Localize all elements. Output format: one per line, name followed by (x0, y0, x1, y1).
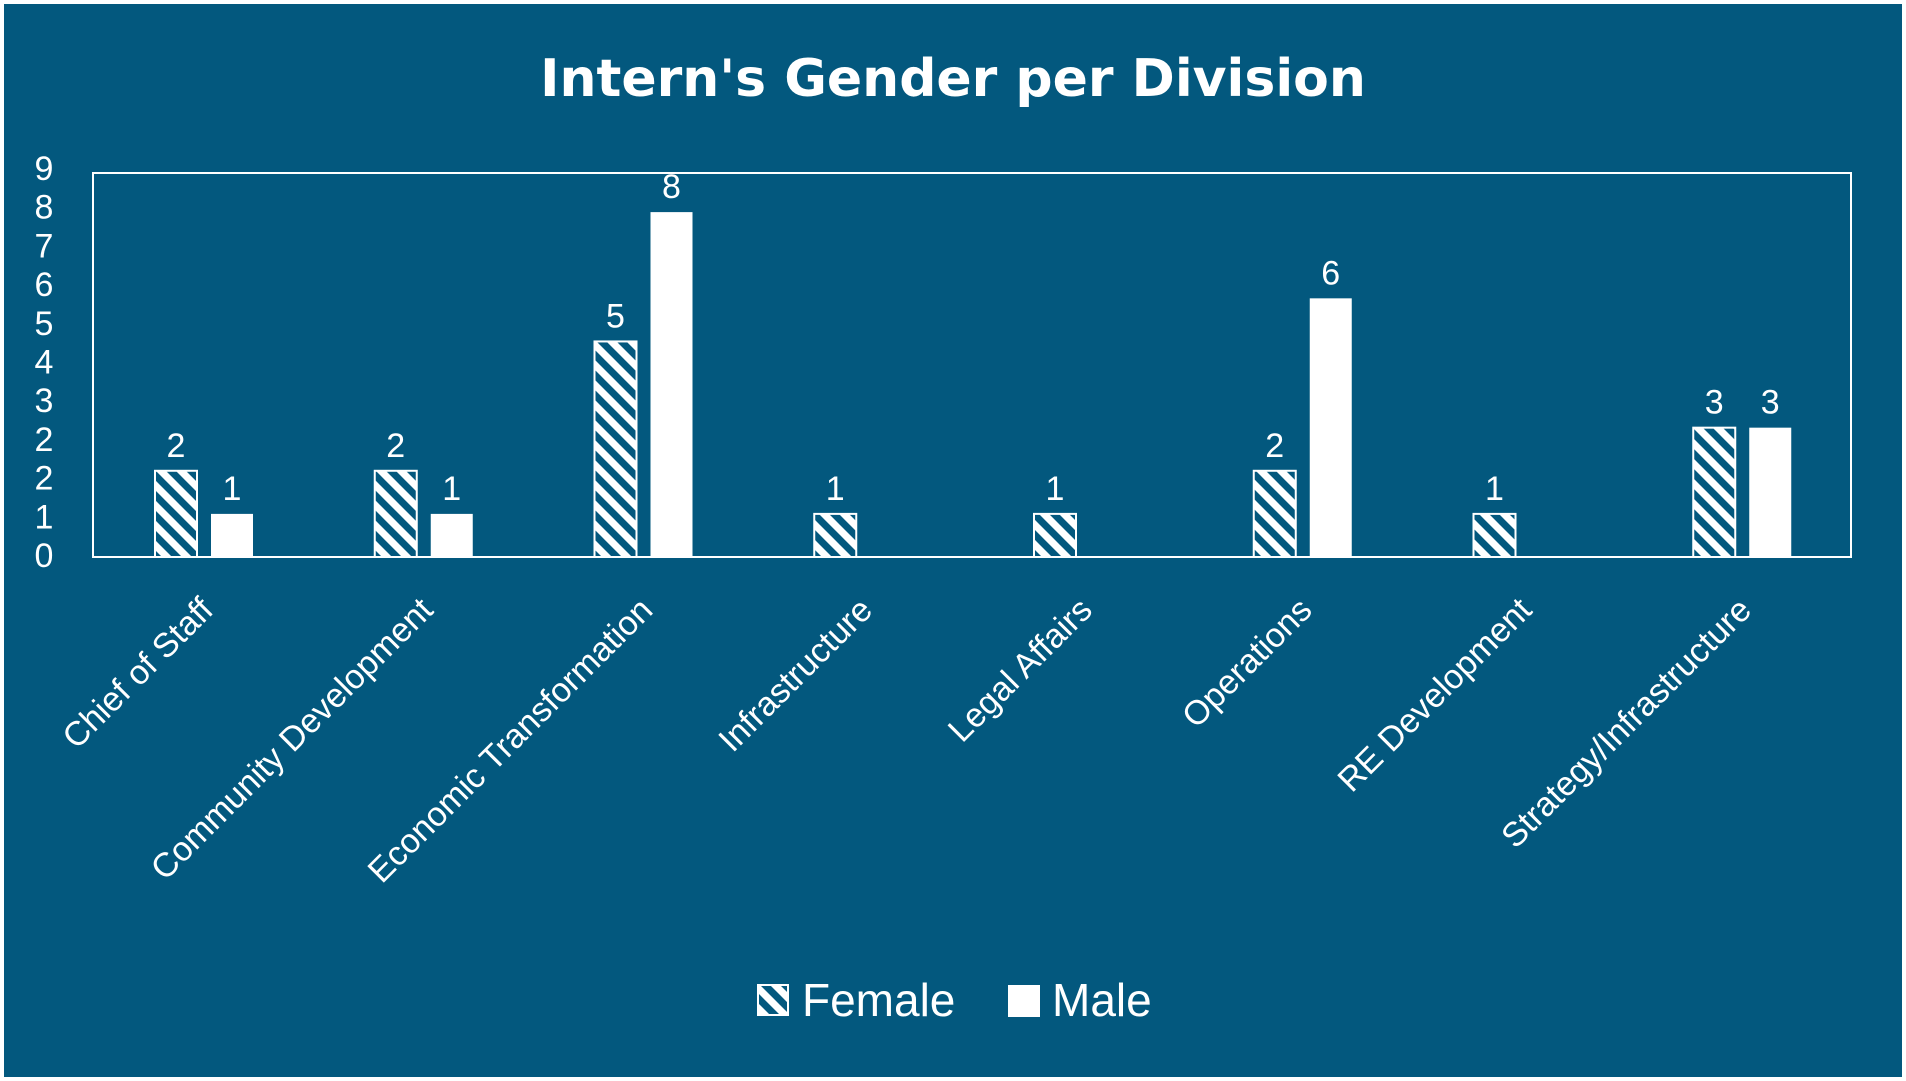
legend-male-swatch (1008, 985, 1040, 1017)
y-tick-label: 1 (35, 498, 54, 536)
female-data-label: 2 (386, 427, 405, 465)
chart-title: Intern's Gender per Division (540, 49, 1366, 109)
legend-female-swatch (757, 984, 789, 1016)
female-bar (373, 469, 418, 558)
category-label: Legal Affairs (941, 591, 1100, 750)
y-tick-label: 7 (35, 227, 54, 265)
male-data-label: 3 (1761, 384, 1780, 422)
legend-male-label: Male (1052, 974, 1152, 1026)
male-bar (1309, 298, 1352, 557)
legend: Female Male (757, 974, 1152, 1026)
y-tick-label: 2 (35, 460, 54, 498)
female-bar (1252, 469, 1297, 558)
male-data-label: 6 (1321, 254, 1340, 292)
category-label: Strategy/Infrastructure (1494, 591, 1759, 856)
female-bar (154, 469, 198, 558)
y-tick-label: 2 (35, 421, 54, 459)
female-data-label: 1 (1046, 470, 1065, 508)
y-tick-label: 9 (35, 150, 54, 188)
chart-background (4, 4, 1902, 1077)
female-bar (593, 340, 638, 559)
female-bar (1472, 512, 1517, 559)
male-bar (1749, 427, 1792, 557)
female-data-label: 3 (1705, 384, 1724, 422)
female-data-label: 2 (1265, 427, 1284, 465)
male-data-label: 8 (662, 168, 681, 206)
category-label: Operations (1175, 591, 1319, 735)
male-data-label: 1 (223, 470, 242, 508)
category-label: Infrastructure (711, 591, 880, 760)
female-bar (1692, 426, 1737, 558)
y-tick-label: 4 (35, 344, 54, 382)
female-data-label: 1 (1485, 470, 1504, 508)
female-data-label: 5 (606, 297, 625, 335)
plot-area (92, 172, 1852, 558)
y-tick-label: 5 (35, 305, 54, 343)
legend-female-label: Female (802, 974, 955, 1026)
female-data-label: 1 (826, 470, 845, 508)
y-tick-label: 0 (35, 537, 54, 575)
y-tick-label: 6 (35, 266, 54, 304)
male-bar (211, 513, 253, 557)
female-data-label: 2 (167, 427, 186, 465)
male-bar (650, 212, 693, 557)
female-bar (1033, 512, 1077, 559)
bars (154, 212, 1792, 559)
male-bar (430, 513, 473, 557)
female-bar (813, 512, 858, 559)
y-tick-label: 8 (35, 189, 54, 227)
male-data-label: 1 (442, 470, 461, 508)
category-label: RE Development (1331, 590, 1540, 799)
category-label: Chief of Staff (55, 590, 221, 756)
y-tick-label: 3 (35, 382, 54, 420)
